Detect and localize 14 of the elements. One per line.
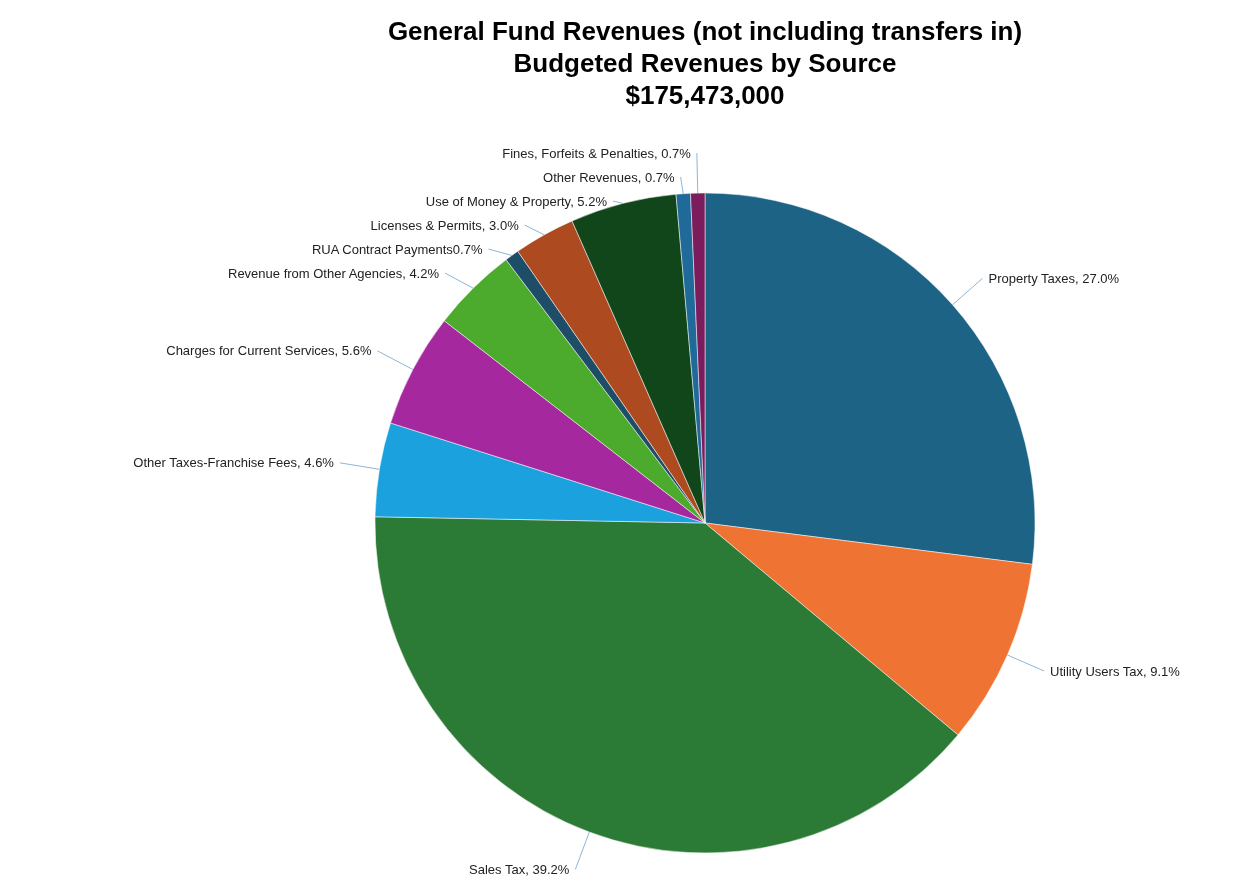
chart-title: General Fund Revenues (not including transfers in) — [387, 16, 1023, 46]
data-label: , 5.6% — [334, 343, 372, 359]
data-label: , 3.0% — [481, 217, 520, 233]
data-label: , 9.1% — [1143, 663, 1181, 679]
data-label: , 4.6% — [297, 455, 335, 471]
data-label: , 4.2% — [402, 265, 440, 281]
text: $175,473,000 — [625, 80, 785, 110]
data-label: , 0.7% — [654, 145, 692, 161]
data-label: , 0.7% — [637, 169, 676, 185]
data-label: , 5.2% — [570, 193, 608, 209]
data-label: 0.7% — [452, 241, 483, 257]
chart-subtitle: Budgeted Revenues by Source — [513, 48, 897, 78]
data-label: , 27.0% — [1075, 270, 1120, 286]
data-label: , 39.2% — [525, 862, 570, 878]
